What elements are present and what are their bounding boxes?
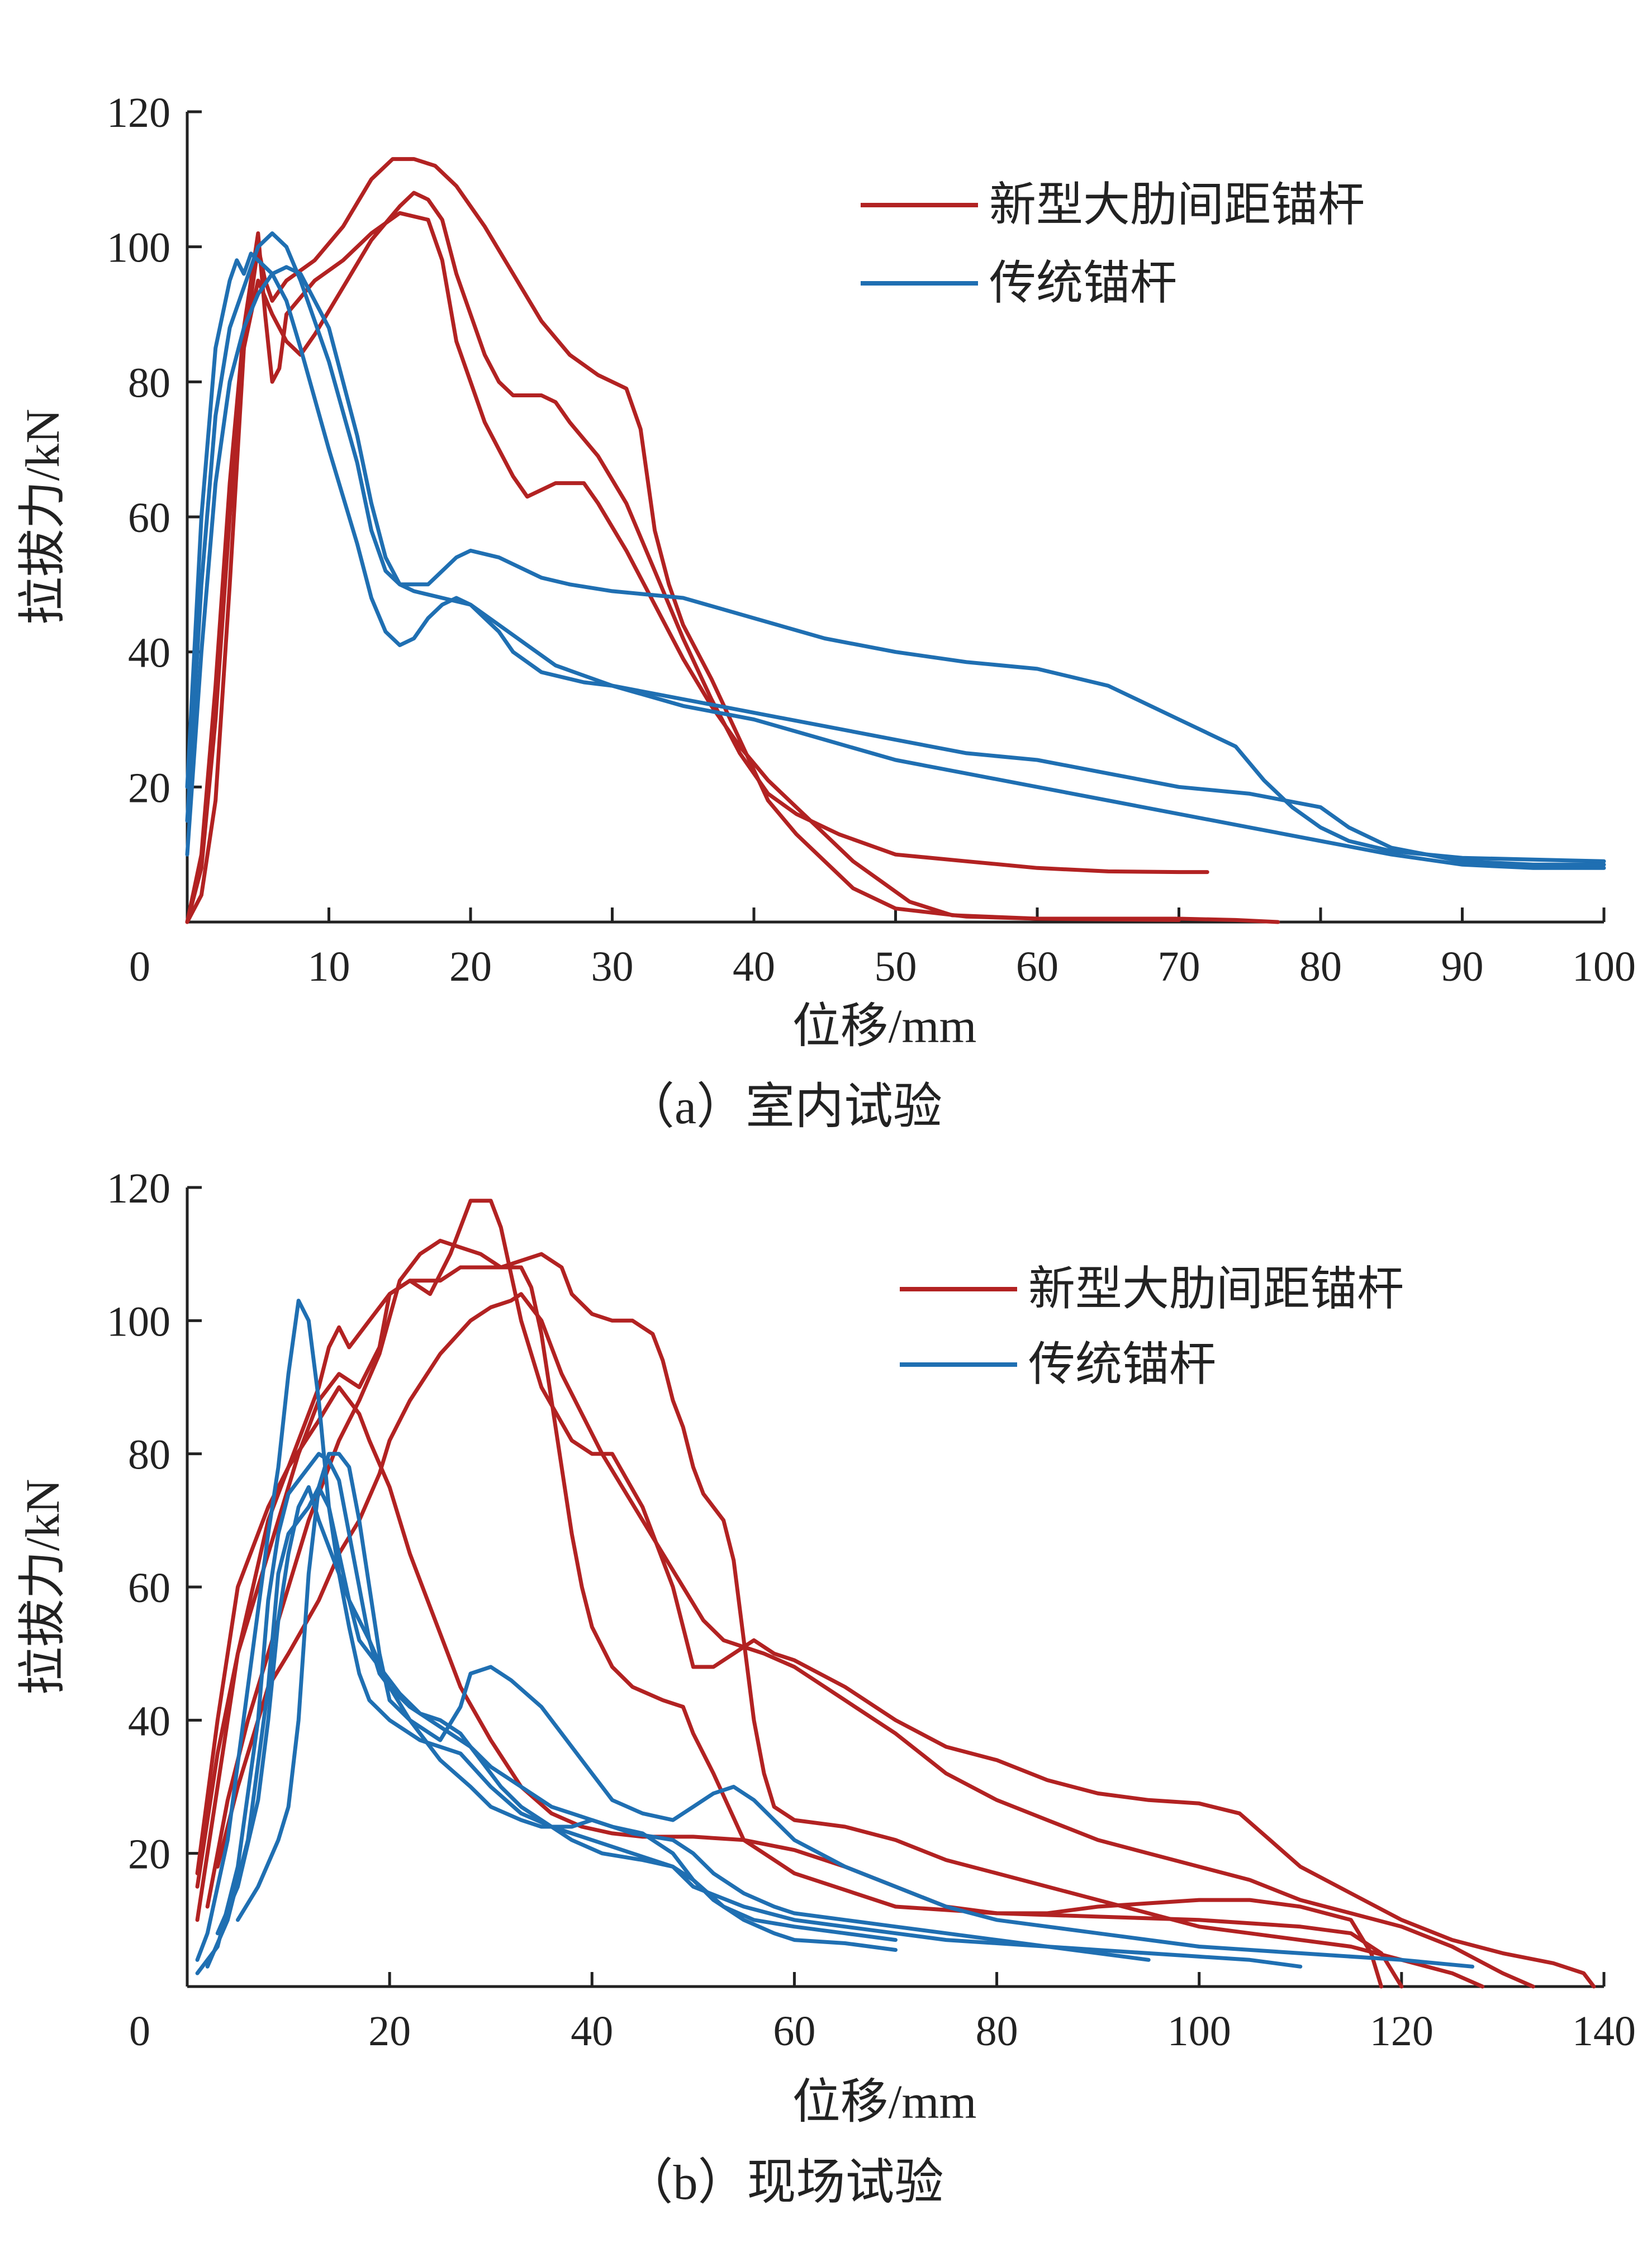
chart-caption: （a）室内试验 [625, 1080, 942, 1134]
y-tick-label: 120 [107, 89, 170, 136]
y-tick-label: 100 [107, 225, 170, 272]
x-tick-label: 10 [308, 943, 350, 990]
y-tick-label: 120 [107, 1165, 170, 1212]
y-tick-label: 80 [128, 359, 170, 406]
x-tick-label: 140 [1572, 2008, 1636, 2055]
x-tick-label: 0 [129, 2008, 150, 2055]
x-tick-label: 60 [773, 2008, 815, 2055]
y-tick-label: 20 [128, 764, 170, 811]
x-axis-label: 位移/mm [792, 2075, 977, 2128]
x-tick-label: 20 [449, 943, 492, 990]
x-tick-label: 0 [129, 943, 150, 990]
chart-caption: （b）现场试验 [624, 2156, 943, 2210]
legend-label: 传统锚杆 [1028, 1337, 1216, 1391]
y-tick-label: 60 [128, 1565, 170, 1612]
chart-a: 20 40 60 80 100 120 0 10 20 30 40 50 60 70 80 90 100 位移/m… [16, 89, 1636, 1134]
x-tick-label: 50 [875, 943, 917, 990]
x-tick-label: 20 [368, 2008, 411, 2055]
series-line-5 [215, 1292, 1535, 1989]
x-tick-label: 40 [571, 2008, 613, 2055]
x-tick-label: 40 [733, 943, 775, 990]
x-tick-label: 100 [1572, 943, 1636, 990]
x-tick-label: 80 [1299, 943, 1342, 990]
series-line-4 [185, 251, 1606, 870]
x-tick-label: 120 [1370, 2008, 1433, 2055]
y-tick-label: 60 [128, 495, 170, 541]
series-line-6 [185, 265, 1606, 867]
series-line-6 [195, 1299, 1303, 1969]
y-tick-label: 40 [128, 1698, 170, 1745]
x-axis-label: 位移/mm [792, 999, 977, 1053]
series-line-3 [195, 1385, 1384, 1989]
x-tick-label: 70 [1158, 943, 1200, 990]
y-tick-label: 20 [128, 1831, 170, 1878]
y-tick-label: 80 [128, 1432, 170, 1479]
legend-label: 新型大肋间距锚杆 [1028, 1261, 1404, 1316]
series-line-2 [185, 211, 1181, 924]
legend-label: 新型大肋间距锚杆 [989, 177, 1365, 232]
x-tick-label: 60 [1016, 943, 1058, 990]
series-line-7 [195, 1452, 1151, 1975]
series-line-5 [185, 231, 1606, 863]
x-tick-label: 100 [1167, 2008, 1231, 2055]
x-tick-label: 80 [976, 2008, 1018, 2055]
x-tick-label: 90 [1441, 943, 1484, 990]
chart-b: 20 40 60 80 100 120 0 20 40 60 80 100 120 140 位移/mm 拉拔力… [16, 1165, 1636, 2210]
legend-label: 传统锚杆 [989, 255, 1177, 310]
series-line-10 [215, 1485, 898, 1942]
y-tick-label: 100 [107, 1298, 170, 1345]
series-line-4 [205, 1238, 1485, 1989]
y-axis-label: 拉拔力/kN [16, 409, 69, 625]
y-tick-label: 40 [128, 630, 170, 677]
series-line-3 [185, 191, 1209, 924]
series-line-2 [195, 1199, 1596, 1989]
series-line-9 [236, 1452, 1475, 1969]
series-line-1 [195, 1265, 1404, 1989]
x-tick-label: 30 [591, 943, 634, 990]
y-axis-label: 拉拔力/kN [16, 1479, 69, 1695]
